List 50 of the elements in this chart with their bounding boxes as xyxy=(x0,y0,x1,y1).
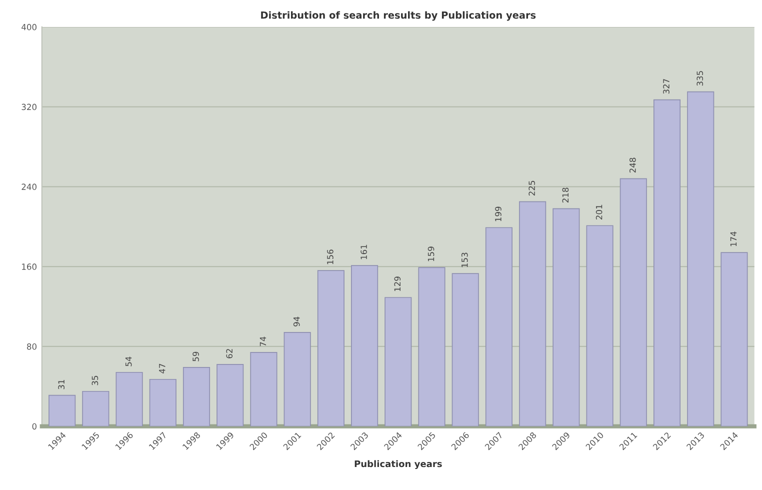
data-label: 35 xyxy=(92,376,98,386)
data-label: 201 xyxy=(596,204,602,220)
y-tick-label: 320 xyxy=(22,104,36,110)
chart-title: Distribution of search results by Publication years xyxy=(261,11,536,21)
bar xyxy=(687,91,714,426)
data-label: 335 xyxy=(696,71,704,86)
data-label: 327 xyxy=(663,79,670,94)
bar xyxy=(351,265,378,426)
bar xyxy=(586,225,614,426)
data-label: 174 xyxy=(730,232,737,246)
y-tick-label: 400 xyxy=(22,24,36,30)
data-label: 47 xyxy=(159,364,166,374)
bar xyxy=(552,208,580,426)
data-label: 62 xyxy=(226,349,233,358)
data-label: 59 xyxy=(192,352,199,362)
y-tick-label: 240 xyxy=(22,184,36,190)
bar xyxy=(418,267,446,426)
bar xyxy=(485,227,512,426)
data-label: 248 xyxy=(630,158,636,173)
data-label: 218 xyxy=(562,188,569,202)
bar xyxy=(116,372,143,426)
y-tick-label: 0 xyxy=(32,423,36,430)
y-tick-label: 160 xyxy=(22,264,36,270)
x-axis-title: Publication years xyxy=(354,460,442,469)
data-label: 129 xyxy=(394,276,401,292)
data-label: 54 xyxy=(126,356,132,366)
bar xyxy=(48,394,76,426)
data-label: 156 xyxy=(327,250,334,264)
y-tick-label: 80 xyxy=(27,343,36,350)
bar xyxy=(149,378,176,426)
data-label: 74 xyxy=(260,336,266,346)
bar xyxy=(620,178,647,426)
bar xyxy=(317,270,344,426)
data-label: 153 xyxy=(461,252,468,268)
bar xyxy=(653,99,681,426)
bar xyxy=(452,273,479,426)
data-label: 159 xyxy=(428,246,434,262)
data-label: 31 xyxy=(58,380,64,390)
bar xyxy=(384,297,412,426)
bar xyxy=(250,352,278,426)
data-label: 199 xyxy=(495,206,502,222)
data-label: 225 xyxy=(528,180,535,196)
bar xyxy=(216,364,244,426)
bar xyxy=(182,366,210,426)
data-label: 94 xyxy=(293,316,300,326)
data-label: 161 xyxy=(360,244,367,260)
bar xyxy=(720,252,748,426)
bar xyxy=(519,201,546,426)
bar xyxy=(284,332,311,426)
bar xyxy=(82,390,110,426)
